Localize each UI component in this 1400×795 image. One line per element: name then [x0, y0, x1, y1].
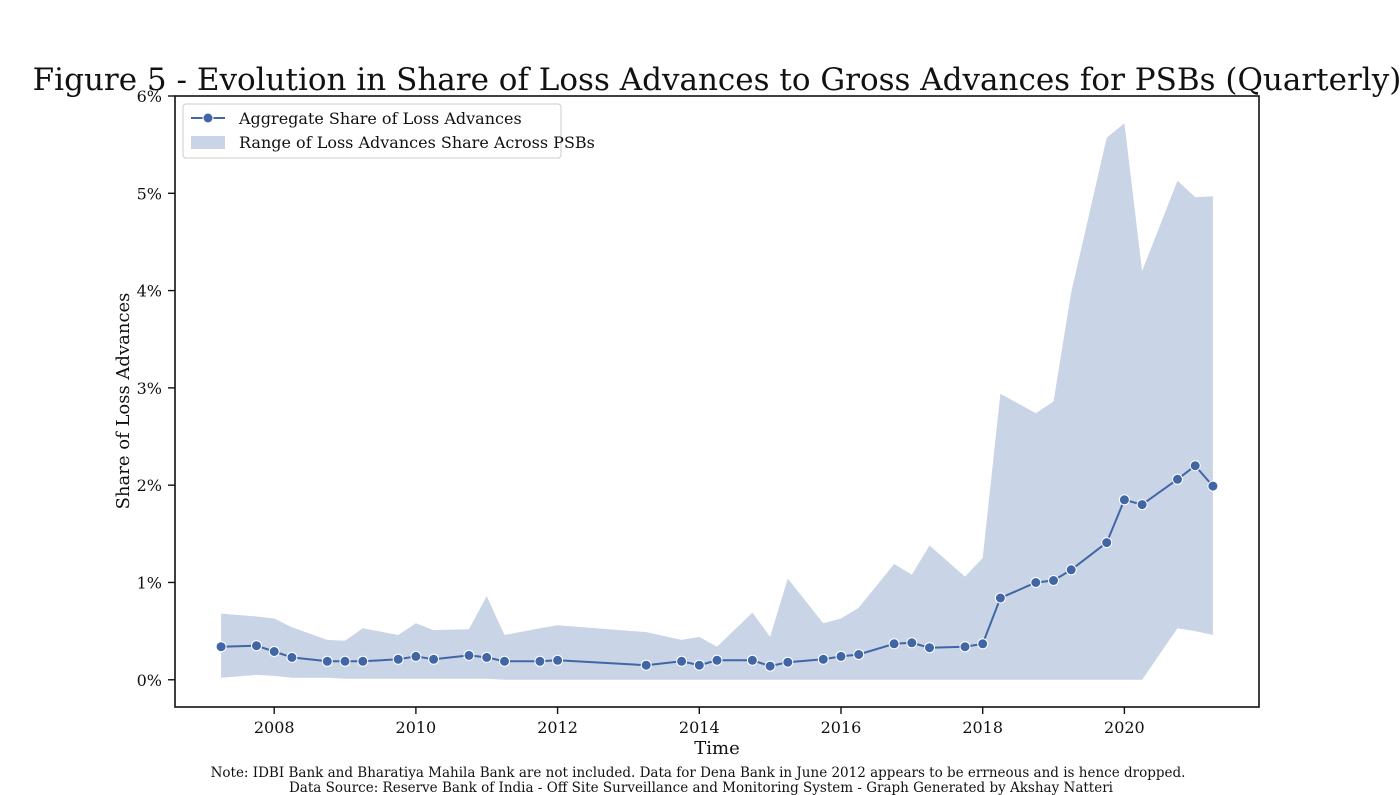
plot-area [215, 123, 1219, 680]
y-tick-label: 5% [137, 184, 162, 203]
data-point [977, 638, 989, 650]
y-tick-label: 0% [137, 671, 162, 690]
footnote: Note: IDBI Bank and Bharatiya Mahila Ban… [211, 765, 1186, 781]
aggregate-markers [215, 460, 1219, 672]
data-point [268, 646, 280, 657]
data-source: Data Source: Reserve Bank of India - Off… [289, 780, 1114, 795]
legend-marker-swatch [202, 112, 214, 124]
chart-title: Figure 5 - Evolution in Share of Loss Ad… [33, 62, 1400, 98]
x-tick-label: 2020 [1104, 718, 1145, 737]
data-point [764, 660, 776, 672]
data-point [286, 651, 298, 663]
x-tick-label: 2016 [821, 718, 862, 737]
data-point [392, 653, 404, 665]
legend-label-range: Range of Loss Advances Share Across PSBs [239, 133, 595, 152]
data-point [410, 650, 422, 662]
data-point [251, 640, 262, 652]
data-point [499, 655, 510, 667]
data-point [906, 637, 918, 649]
data-point [782, 656, 794, 668]
x-tick-label: 2010 [396, 718, 437, 737]
x-tick-label: 2014 [679, 718, 720, 737]
y-tick-label: 6% [137, 87, 162, 106]
data-point [817, 653, 829, 665]
aggregate-line [221, 464, 1214, 668]
data-point [481, 651, 493, 663]
x-tick-label: 2012 [537, 718, 578, 737]
data-point [888, 638, 900, 650]
x-axis-label: Time [694, 738, 739, 759]
data-point [693, 659, 705, 671]
data-point [746, 654, 758, 666]
legend-box [182, 103, 562, 159]
y-tick-label: 4% [137, 282, 162, 301]
data-point [1136, 499, 1148, 511]
data-point [215, 641, 227, 653]
data-point [534, 655, 546, 667]
data-point [1101, 537, 1113, 549]
data-point [1030, 577, 1042, 588]
y-axis-label: Share of Loss Advances [113, 293, 134, 510]
data-point [321, 655, 333, 667]
data-point [959, 641, 971, 653]
y-tick-label: 1% [137, 573, 162, 592]
data-point [1065, 564, 1077, 576]
y-axis: 0% 1% 2% 3% 4% 5% 6% [137, 87, 175, 690]
data-point [428, 653, 440, 665]
plot-frame [174, 95, 1260, 708]
legend: Aggregate Share of Loss Advances Range o… [182, 103, 595, 159]
data-point [853, 649, 865, 660]
data-point [994, 592, 1006, 604]
legend-label-aggregate: Aggregate Share of Loss Advances [238, 109, 522, 128]
data-point [463, 649, 475, 661]
data-point [1207, 480, 1219, 492]
data-point [357, 655, 369, 667]
data-point [1189, 460, 1201, 472]
x-axis: 2008 2010 2012 2014 2016 2018 2020 [254, 707, 1145, 737]
data-point [552, 654, 564, 666]
x-tick-label: 2008 [254, 718, 295, 737]
data-point [835, 650, 847, 662]
range-band [221, 123, 1213, 680]
data-point [339, 655, 351, 667]
data-point [924, 642, 935, 654]
x-tick-label: 2018 [962, 718, 1003, 737]
y-tick-label: 3% [137, 379, 162, 398]
data-point [676, 655, 688, 667]
data-point [1118, 494, 1130, 506]
data-point [640, 659, 652, 671]
legend-band-swatch [191, 136, 225, 149]
data-point [711, 654, 723, 666]
data-point [1048, 575, 1059, 586]
y-tick-label: 2% [137, 476, 162, 495]
data-point [1172, 473, 1183, 485]
